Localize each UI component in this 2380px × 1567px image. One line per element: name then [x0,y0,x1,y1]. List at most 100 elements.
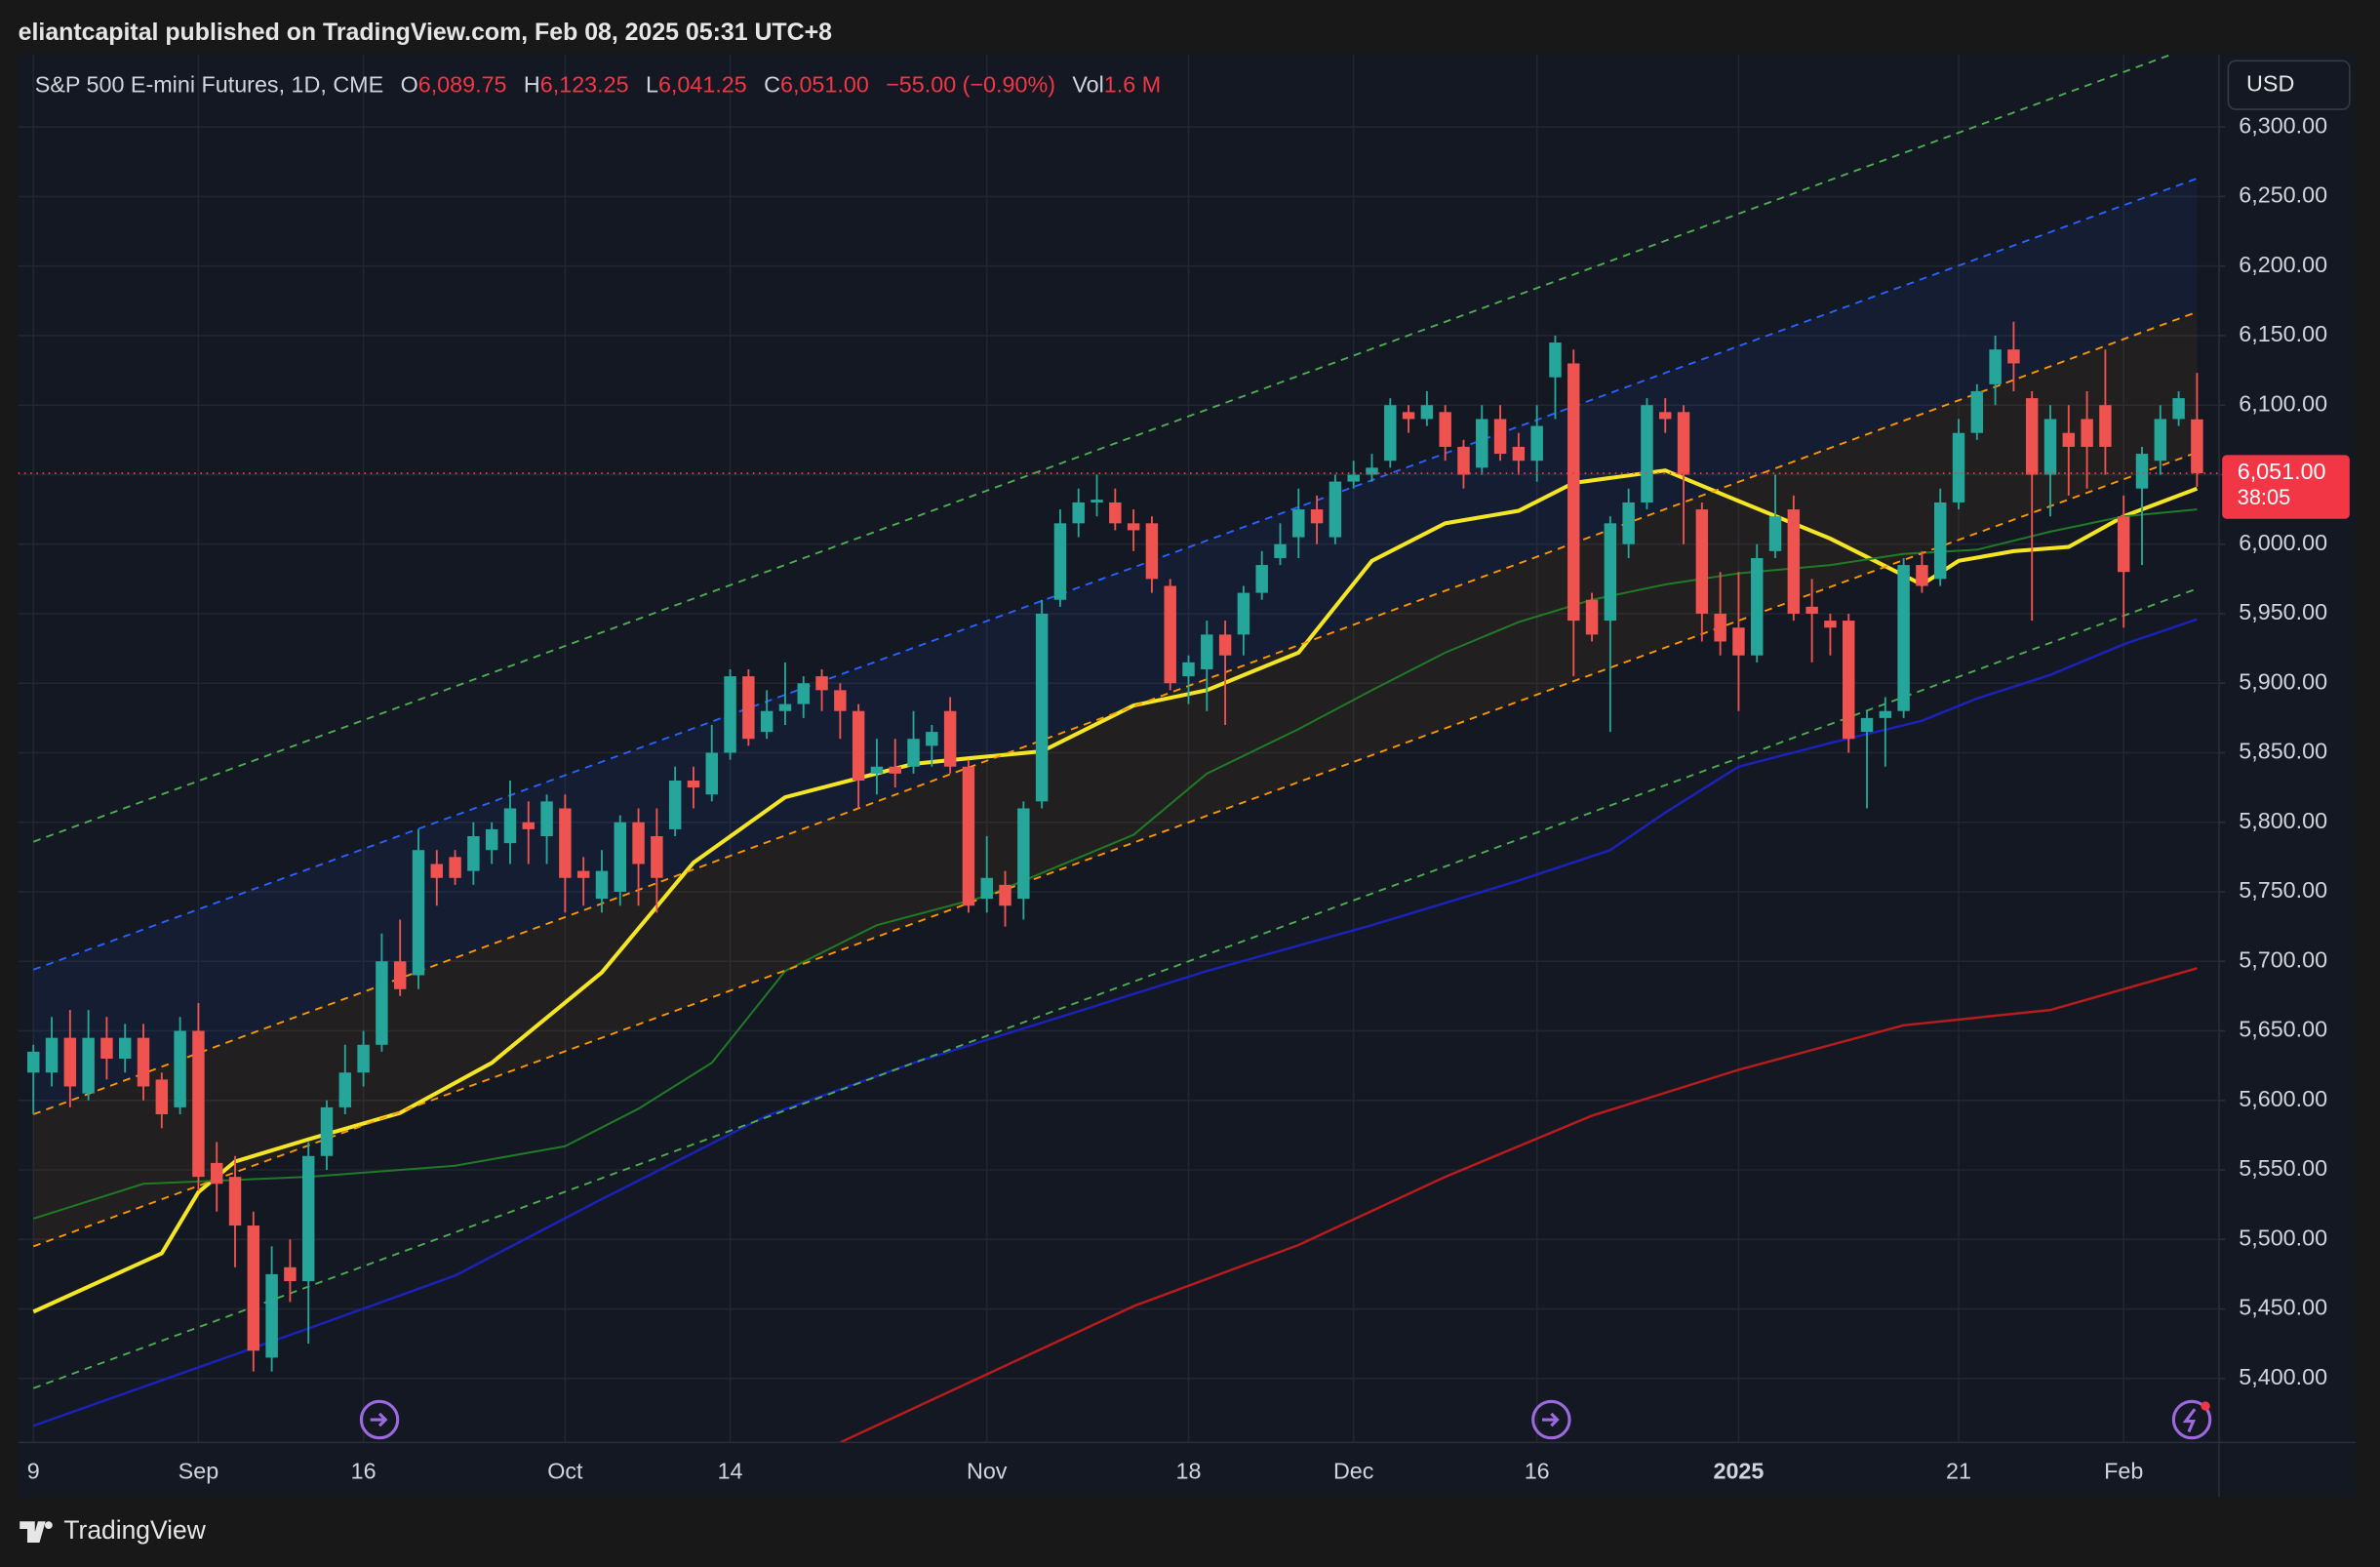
candle-body [2081,419,2093,447]
event-icons [359,1399,2212,1440]
candle-body [815,676,828,691]
x-tick-label: Nov [967,1459,1008,1484]
candle-body [724,676,736,753]
candle-body [595,870,609,900]
candle-body [1714,613,1726,642]
y-tick-label: 5,900.00 [2239,668,2327,694]
candle-body [1659,412,1672,420]
icon-dot [2201,1401,2210,1411]
candle-body [1787,509,1801,614]
candle-body [301,1155,315,1282]
candle-body [1072,502,1085,524]
channel-line [32,178,2198,971]
channel-fill [33,311,2198,1247]
channel-line [32,587,2198,1389]
candle-body [27,1051,40,1073]
y-tick-label: 6,100.00 [2239,390,2327,416]
candle-body [1897,565,1910,711]
candle-body [412,850,425,976]
candle-body [668,780,682,829]
candle-body [449,857,461,878]
candle-body [1109,502,1122,524]
legend-value: 1.6 M [1104,72,1161,98]
candle-body [1805,606,1818,614]
candle-body [247,1225,260,1351]
x-tick-label: 18 [1176,1459,1202,1484]
candle-body [1201,634,1213,669]
candle-body [2025,398,2039,475]
candle-body [192,1030,205,1178]
candle-body [210,1162,223,1185]
logo-mark [20,1521,53,1544]
candle-body [1585,599,1599,635]
candle-body [2135,454,2149,489]
candle-body [1952,432,1965,502]
y-tick-label: 6,150.00 [2239,321,2327,346]
candle-body [1989,349,2002,384]
currency-label[interactable]: USD [2246,70,2294,96]
event-icon[interactable] [2171,1399,2212,1440]
axes: 5,400.00 5,450.00 5,500.00 5,550.00 5,600.00… [27,112,2327,1483]
icon-glyph [2182,1408,2197,1433]
candle-body [1622,502,1635,544]
candle-body [485,828,498,851]
candle-body [393,961,407,989]
moving-average [839,967,2198,1443]
candle-body [320,1106,334,1156]
candle-body [1255,565,1268,593]
event-icon[interactable] [1531,1399,1571,1440]
candle-body [778,703,792,711]
moving-average [32,618,2198,1427]
y-tick-label: 5,700.00 [2239,946,2327,972]
legend-value: 6,123.25 [540,72,629,98]
last-price-label: 6,051.00 [2238,459,2326,484]
last-price-tag [2222,455,2350,519]
footer-brand: TradingView [63,1515,206,1545]
legend-label: L [646,72,658,98]
candle-body [1695,509,1709,614]
x-tick-label: Oct [547,1459,583,1484]
candle-body [1218,634,1232,656]
candle-body [1493,419,1507,455]
candle-body [1035,613,1049,802]
x-tick-label: 9 [27,1459,40,1484]
y-tick-label: 5,450.00 [2239,1295,2327,1320]
channel-fills [33,178,2198,1247]
candle-body [1476,419,1488,468]
candle-body [1751,557,1764,656]
icon-glyph [1542,1412,1560,1427]
channel-line [32,451,2198,1248]
candle-body [1530,425,1543,462]
legend-label: Vol [1072,72,1103,98]
candle-body [1970,390,1984,433]
candle-body [284,1266,297,1282]
channel-line [32,310,2198,1115]
candle-body [1567,363,1580,622]
candle-body [1768,516,1782,551]
candle-body [1843,621,1855,740]
candle-body [1732,627,1745,656]
y-tick-label: 5,750.00 [2239,877,2327,903]
candle-body [1329,481,1342,538]
legend-label: H [524,72,540,98]
x-tick-label: 14 [718,1459,743,1484]
candle-body [2154,419,2167,462]
published-line: eliantcapital published on TradingView.c… [19,19,832,46]
legend-value: 6,041.25 [658,72,747,98]
legend-label: O [401,72,418,98]
y-tick-label: 6,200.00 [2239,252,2327,277]
candle-body [82,1037,95,1094]
event-icon[interactable] [359,1399,400,1440]
y-tick-label: 6,000.00 [2239,530,2327,555]
candle-body [1310,509,1324,524]
candle-body [1677,412,1690,475]
candle-body [338,1072,352,1107]
x-tick-label: 16 [351,1459,377,1484]
currency-button[interactable] [2227,60,2351,110]
y-tick-label: 5,650.00 [2239,1017,2327,1042]
candle-body [503,808,517,844]
candle-body [1053,523,1067,600]
